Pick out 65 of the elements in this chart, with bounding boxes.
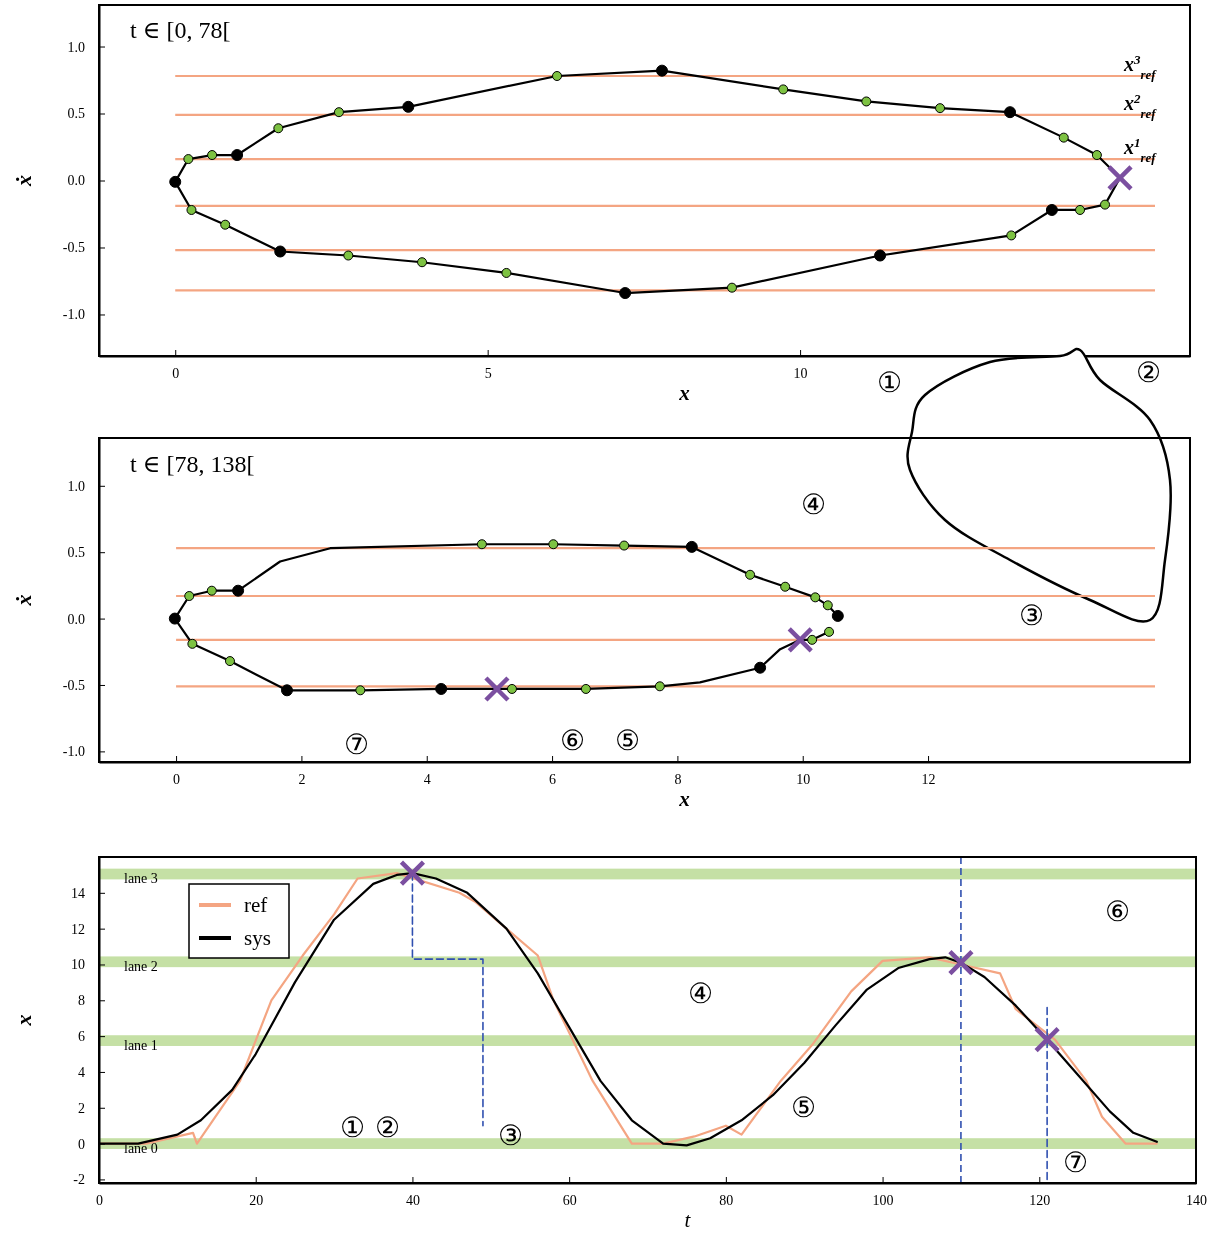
x-axis-title: x (678, 787, 690, 811)
y-tick-label: 12 (71, 921, 85, 937)
annotation: ① (339, 1112, 365, 1143)
x-axis-title: x (678, 381, 690, 405)
text: ① (876, 367, 902, 398)
y-tick-label: 10 (71, 957, 85, 973)
x-tick-label: 10 (793, 365, 808, 381)
x-tick-label: 10 (796, 771, 811, 787)
annotation: ⑥ (559, 725, 585, 756)
y-axis-title: ẋ (11, 594, 36, 607)
y-tick-label: 0.5 (67, 545, 85, 561)
y-tick-label: 14 (71, 885, 85, 901)
legend-label: sys (244, 926, 271, 950)
y-tick-label: 0.0 (67, 611, 85, 627)
annotation: ⑤ (614, 725, 640, 756)
legend-label: ref (244, 893, 268, 917)
band-label: lane 1 (124, 1037, 158, 1053)
annotation: ⑦ (343, 729, 369, 760)
y-tick-label: -1.0 (62, 744, 85, 760)
x-tick-label: 60 (562, 1192, 577, 1208)
x-tick-label: 5 (484, 365, 492, 381)
y-tick-label: 0 (78, 1136, 85, 1152)
band-label: lane 3 (124, 871, 158, 887)
annotation: ⑤ (790, 1092, 816, 1123)
band-label: lane 0 (124, 1140, 158, 1156)
x-tick-label: 0 (172, 365, 180, 381)
x-tick-label: 6 (549, 771, 557, 787)
annotation: ⑥ (1104, 896, 1130, 927)
text: ② (1135, 357, 1161, 388)
x-tick-label: 2 (298, 771, 306, 787)
x-tick-label: 0 (173, 771, 181, 787)
x-tick-label: 140 (1186, 1192, 1207, 1208)
x-tick-label: 40 (405, 1192, 420, 1208)
band-label: lane 2 (124, 958, 158, 974)
y-axis-title: x (11, 1014, 36, 1027)
y-tick-label: 8 (78, 993, 85, 1009)
x-tick-label: 80 (719, 1192, 734, 1208)
y-tick-label: 1.0 (67, 39, 85, 55)
x-tick-label: 0 (96, 1192, 103, 1208)
annotation: t ∈ [78, 138[ (130, 451, 255, 477)
y-tick-label: 6 (78, 1029, 85, 1045)
x-tick-label: 12 (921, 771, 936, 787)
annotation: ② (374, 1112, 400, 1143)
y-tick-label: 0.5 (67, 106, 85, 122)
y-tick-label: -0.5 (62, 240, 85, 256)
y-tick-label: 0.0 (67, 173, 85, 189)
y-tick-label: -0.5 (62, 677, 85, 693)
y-tick-label: -1.0 (62, 307, 85, 323)
annotation: ③ (1018, 600, 1044, 631)
annotation: ③ (497, 1120, 523, 1151)
x-tick-label: 20 (249, 1192, 264, 1208)
annotation: ④ (687, 978, 713, 1009)
y-axis-title: ẋ (11, 175, 36, 187)
annotation: ④ (800, 489, 826, 520)
y-tick-label: -2 (73, 1172, 85, 1188)
y-tick-label: 1.0 (67, 478, 85, 494)
y-tick-label: 2 (78, 1100, 85, 1116)
x-axis-title: t (684, 1208, 692, 1232)
x-tick-label: 100 (872, 1192, 894, 1208)
y-tick-label: 4 (78, 1064, 85, 1080)
x-tick-label: 120 (1029, 1192, 1051, 1208)
annotation: t ∈ [0, 78[ (130, 17, 231, 43)
annotation: ⑦ (1062, 1147, 1088, 1178)
x-tick-label: 4 (423, 771, 431, 787)
x-tick-label: 8 (674, 771, 682, 787)
